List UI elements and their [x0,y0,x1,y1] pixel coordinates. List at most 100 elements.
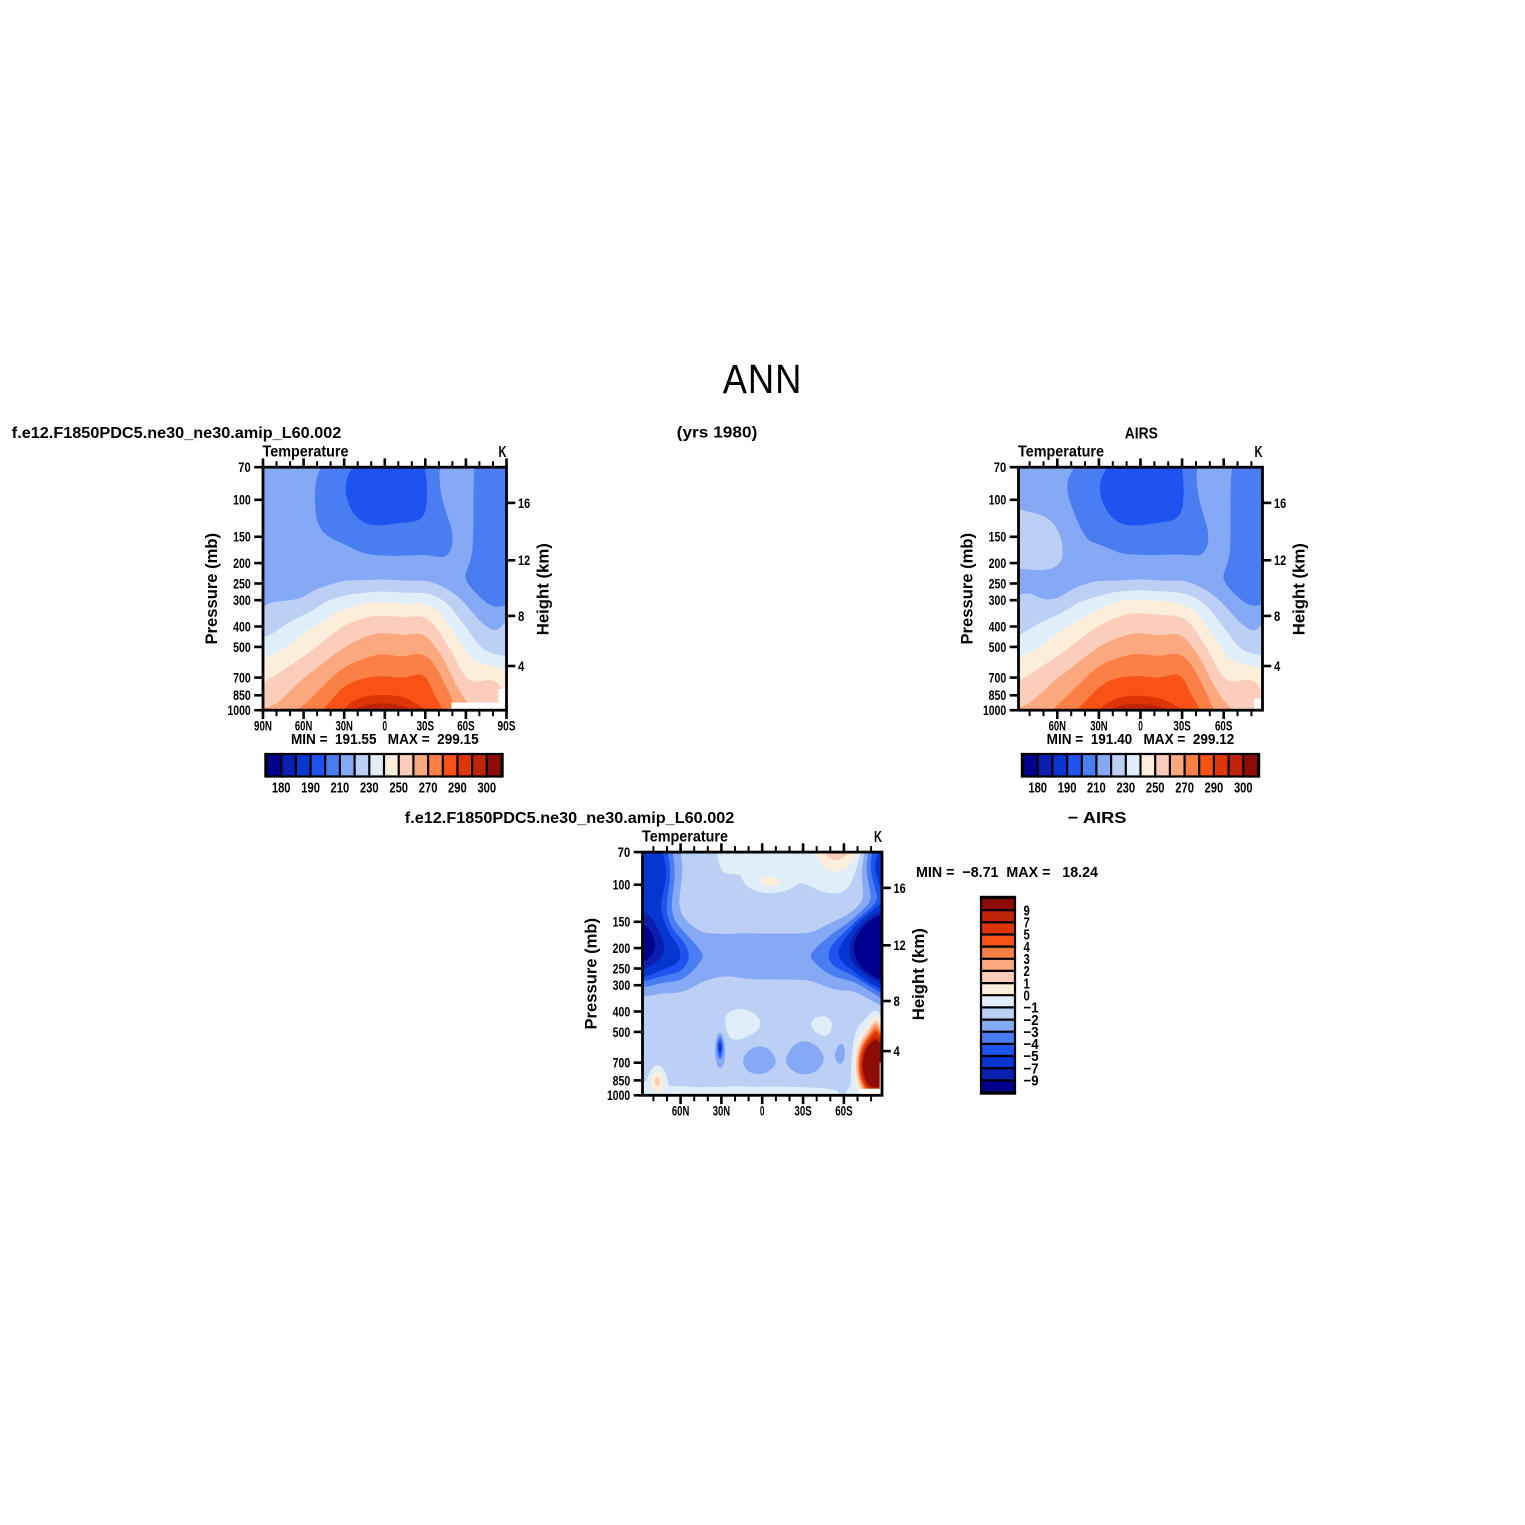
svg-text:250: 250 [613,961,631,976]
svg-text:70: 70 [994,460,1006,475]
svg-text:30S: 30S [417,718,434,733]
svg-text:200: 200 [989,556,1007,571]
svg-text:700: 700 [233,671,251,686]
svg-text:270: 270 [1175,780,1194,797]
svg-text:Height (km): Height (km) [910,928,928,1020]
svg-text:Pressure (mb): Pressure (mb) [959,533,977,645]
svg-text:60S: 60S [835,1104,852,1119]
svg-text:9: 9 [1024,902,1030,919]
svg-text:0: 0 [760,1104,765,1119]
svg-text:230: 230 [360,780,379,797]
svg-text:190: 190 [1058,780,1077,797]
svg-text:70: 70 [618,845,630,860]
svg-text:MIN = 191.40 MAX = 299.12: MIN = 191.40 MAX = 299.12 [1047,731,1235,748]
svg-text:−5: −5 [1024,1048,1039,1065]
svg-text:180: 180 [1028,780,1047,797]
svg-text:290: 290 [1205,780,1224,797]
svg-text:250: 250 [233,576,251,591]
svg-text:850: 850 [233,688,251,703]
svg-text:Pressure (mb): Pressure (mb) [203,533,221,645]
svg-text:Height (km): Height (km) [1291,543,1309,635]
svg-text:− AIRS: − AIRS [1068,810,1127,827]
svg-text:200: 200 [613,941,631,956]
svg-text:850: 850 [989,688,1007,703]
svg-text:60N: 60N [1049,718,1066,733]
svg-text:30S: 30S [794,1104,811,1119]
svg-text:300: 300 [989,593,1007,608]
svg-text:Temperature: Temperature [263,444,349,461]
svg-text:210: 210 [331,780,350,797]
svg-text:100: 100 [233,493,251,508]
svg-text:12: 12 [1274,553,1286,568]
svg-text:60S: 60S [1215,718,1232,733]
svg-text:3: 3 [1024,951,1030,968]
svg-text:1000: 1000 [607,1088,630,1103]
svg-text:1: 1 [1024,975,1030,992]
svg-text:K: K [1255,444,1263,461]
svg-text:16: 16 [894,881,907,896]
svg-text:4: 4 [1024,939,1031,956]
svg-text:100: 100 [613,878,631,893]
svg-text:60N: 60N [295,718,312,733]
svg-text:190: 190 [301,780,320,797]
svg-text:60N: 60N [672,1104,689,1119]
svg-text:12: 12 [518,553,530,568]
svg-text:90N: 90N [254,718,272,733]
svg-text:4: 4 [518,659,525,674]
svg-text:0: 0 [1138,718,1143,733]
svg-text:16: 16 [518,496,531,511]
svg-text:150: 150 [989,530,1007,545]
svg-text:400: 400 [989,619,1007,634]
svg-text:K: K [874,829,882,846]
svg-text:4: 4 [1274,659,1281,674]
svg-text:2: 2 [1024,963,1030,980]
svg-text:500: 500 [233,640,251,655]
svg-text:500: 500 [613,1025,631,1040]
svg-text:250: 250 [1146,780,1165,797]
svg-text:250: 250 [389,780,408,797]
svg-text:−1: −1 [1024,1000,1039,1017]
svg-text:250: 250 [989,576,1007,591]
svg-text:Temperature: Temperature [1018,444,1104,461]
svg-text:8: 8 [894,994,901,1009]
svg-text:0: 0 [383,718,388,733]
svg-text:300: 300 [1234,780,1253,797]
svg-text:300: 300 [613,978,631,993]
svg-text:Temperature: Temperature [642,829,728,846]
svg-text:180: 180 [272,780,291,797]
svg-text:5: 5 [1024,927,1030,944]
svg-text:16: 16 [1274,496,1287,511]
svg-text:700: 700 [613,1056,631,1071]
svg-text:Height (km): Height (km) [535,543,553,635]
svg-text:−3: −3 [1024,1024,1039,1041]
svg-text:8: 8 [518,609,525,624]
svg-text:Pressure (mb): Pressure (mb) [583,918,601,1030]
svg-text:f.e12.F1850PDC5.ne30_ne30.amip: f.e12.F1850PDC5.ne30_ne30.amip_L60.002 [405,810,735,827]
svg-text:100: 100 [989,493,1007,508]
svg-text:400: 400 [613,1004,631,1019]
svg-text:300: 300 [233,593,251,608]
svg-text:850: 850 [613,1073,631,1088]
svg-text:230: 230 [1116,780,1135,797]
svg-text:−7: −7 [1024,1060,1039,1077]
svg-text:400: 400 [233,619,251,634]
svg-text:90S: 90S [498,718,516,733]
svg-text:MIN = −8.71 MAX = 18.24: MIN = −8.71 MAX = 18.24 [916,864,1099,881]
svg-text:290: 290 [448,780,467,797]
svg-text:f.e12.F1850PDC5.ne30_ne30.amip: f.e12.F1850PDC5.ne30_ne30.amip_L60.002 [12,425,342,442]
svg-text:0: 0 [1024,988,1030,1005]
svg-text:−9: −9 [1024,1073,1039,1090]
svg-text:AIRS: AIRS [1125,426,1158,443]
svg-text:MIN = 191.55 MAX = 299.15: MIN = 191.55 MAX = 299.15 [291,731,479,748]
svg-text:70: 70 [238,460,250,475]
svg-text:200: 200 [233,556,251,571]
svg-text:700: 700 [989,671,1007,686]
svg-text:30S: 30S [1173,718,1190,733]
svg-text:K: K [499,444,507,461]
svg-text:30N: 30N [713,1104,730,1119]
svg-text:150: 150 [233,530,251,545]
svg-text:210: 210 [1087,780,1106,797]
svg-text:270: 270 [419,780,438,797]
svg-text:12: 12 [894,938,906,953]
svg-text:300: 300 [477,780,496,797]
